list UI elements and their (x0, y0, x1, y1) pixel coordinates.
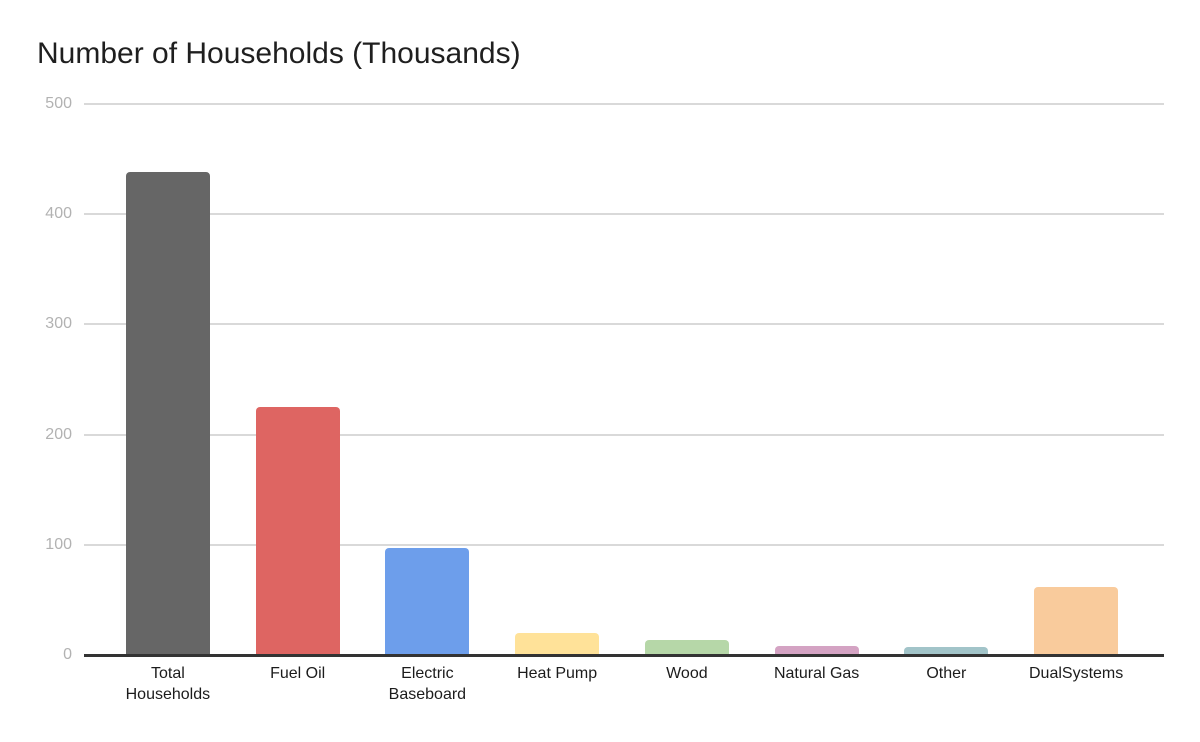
bar-total-households[interactable] (125, 172, 210, 655)
x-axis-label-line: Heat Pump (517, 665, 598, 682)
x-axis-label-dualsystems: DualSystems (1011, 663, 1141, 684)
x-axis-label-natural-gas: Natural Gas (752, 663, 882, 684)
x-axis-label-line: Fuel Oil (270, 665, 326, 682)
x-axis-label-wood: Wood (622, 663, 752, 684)
y-axis-tick-0: 0 (63, 646, 72, 663)
bar-dualsystems[interactable] (1034, 586, 1119, 655)
bar-electric-baseboard[interactable] (385, 548, 470, 655)
x-axis-label-other: Other (882, 663, 1012, 684)
bar-heat-pump[interactable] (515, 632, 600, 655)
x-axis-line (84, 653, 1164, 657)
x-axis-label-fuel-oil: Fuel Oil (233, 663, 363, 684)
x-axis-label-line: Wood (666, 665, 708, 682)
y-axis-tick-200: 200 (45, 425, 72, 443)
x-axis-label-heat-pump: Heat Pump (492, 663, 622, 684)
bar-fuel-oil[interactable] (255, 407, 340, 655)
y-axis-tick-100: 100 (45, 535, 72, 553)
gridline-300 (84, 323, 1164, 326)
x-axis-label-line: Other (926, 665, 967, 682)
bar-other[interactable] (904, 647, 989, 655)
y-axis-tick-300: 300 (45, 315, 72, 333)
bar-natural-gas[interactable] (774, 646, 859, 655)
x-axis-label-total-households: Total Households (103, 663, 233, 705)
gridline-100 (84, 543, 1164, 546)
x-axis-label-line: DualSystems (1029, 665, 1124, 682)
gridline-400 (84, 213, 1164, 216)
x-axis-label-line: Total (150, 665, 185, 682)
gridline-500 (84, 103, 1164, 105)
x-axis-label-line: Baseboard (388, 686, 467, 703)
y-axis-tick-500: 500 (45, 95, 72, 112)
x-axis-label-line: Electric (401, 665, 454, 682)
x-axis-label-electric-baseboard: Electric Baseboard (363, 663, 493, 705)
y-axis-tick-400: 400 (45, 205, 72, 223)
x-axis-label-line: Households (125, 686, 211, 703)
x-axis-label-line: Natural Gas (773, 665, 860, 682)
gridline-200 (84, 433, 1164, 436)
chart-title: Number of Households (Thousands) (37, 37, 521, 70)
bar-wood[interactable] (644, 639, 729, 655)
